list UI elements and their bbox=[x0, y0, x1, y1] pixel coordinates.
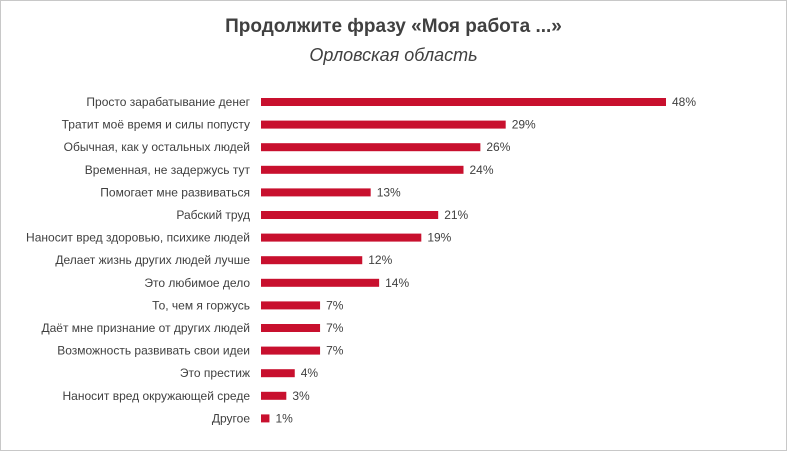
category-label: Наносит вред окружающей среде bbox=[63, 389, 251, 403]
value-label: 12% bbox=[368, 253, 392, 267]
bar bbox=[261, 120, 506, 129]
category-label: Это любимое дело bbox=[144, 276, 250, 290]
value-label: 1% bbox=[275, 411, 293, 425]
value-label: 14% bbox=[385, 276, 409, 290]
category-label: Временная, не задержусь тут bbox=[85, 163, 251, 177]
category-label: Это престиж bbox=[180, 366, 250, 380]
bar bbox=[261, 369, 295, 378]
category-label: Обычная, как у остальных людей bbox=[64, 140, 250, 154]
category-label: Даёт мне признание от других людей bbox=[41, 321, 250, 335]
bar bbox=[261, 414, 270, 423]
bar bbox=[261, 143, 481, 152]
bar bbox=[261, 165, 464, 174]
bar bbox=[261, 346, 321, 355]
value-label: 4% bbox=[301, 366, 319, 380]
bar bbox=[261, 391, 287, 400]
category-label: Делает жизнь других людей лучше bbox=[55, 253, 250, 267]
bar bbox=[261, 211, 439, 219]
category-label: Рабский труд bbox=[176, 208, 250, 222]
value-label: 7% bbox=[326, 344, 344, 358]
value-label: 29% bbox=[512, 118, 536, 132]
bar bbox=[261, 278, 380, 287]
value-label: 13% bbox=[377, 185, 401, 199]
value-label: 3% bbox=[292, 389, 310, 403]
chart-title: Продолжите фразу «Моя работа ...» bbox=[225, 16, 562, 37]
category-label: Наносит вред здоровью, психике людей bbox=[26, 231, 250, 245]
value-label: 19% bbox=[427, 231, 451, 245]
bar bbox=[261, 233, 422, 242]
category-label: То, чем я горжусь bbox=[152, 298, 250, 312]
value-label: 48% bbox=[672, 95, 696, 109]
value-label: 7% bbox=[326, 298, 344, 312]
bar bbox=[261, 256, 363, 265]
category-label: Другое bbox=[212, 411, 250, 425]
category-label: Возможность развивать свои идеи bbox=[57, 344, 250, 358]
bar bbox=[261, 301, 321, 310]
value-label: 24% bbox=[470, 163, 494, 177]
category-label: Просто зарабатывание денег bbox=[86, 95, 250, 109]
value-label: 21% bbox=[444, 208, 468, 222]
value-label: 7% bbox=[326, 321, 344, 335]
chart-subtitle: Орловская область bbox=[309, 45, 478, 65]
bar bbox=[261, 324, 321, 332]
bar bbox=[261, 188, 371, 197]
value-label: 26% bbox=[486, 140, 510, 154]
category-label: Тратит моё время и силы попусту bbox=[62, 118, 250, 132]
category-label: Помогает мне развиваться bbox=[100, 185, 250, 199]
bar bbox=[261, 98, 666, 106]
